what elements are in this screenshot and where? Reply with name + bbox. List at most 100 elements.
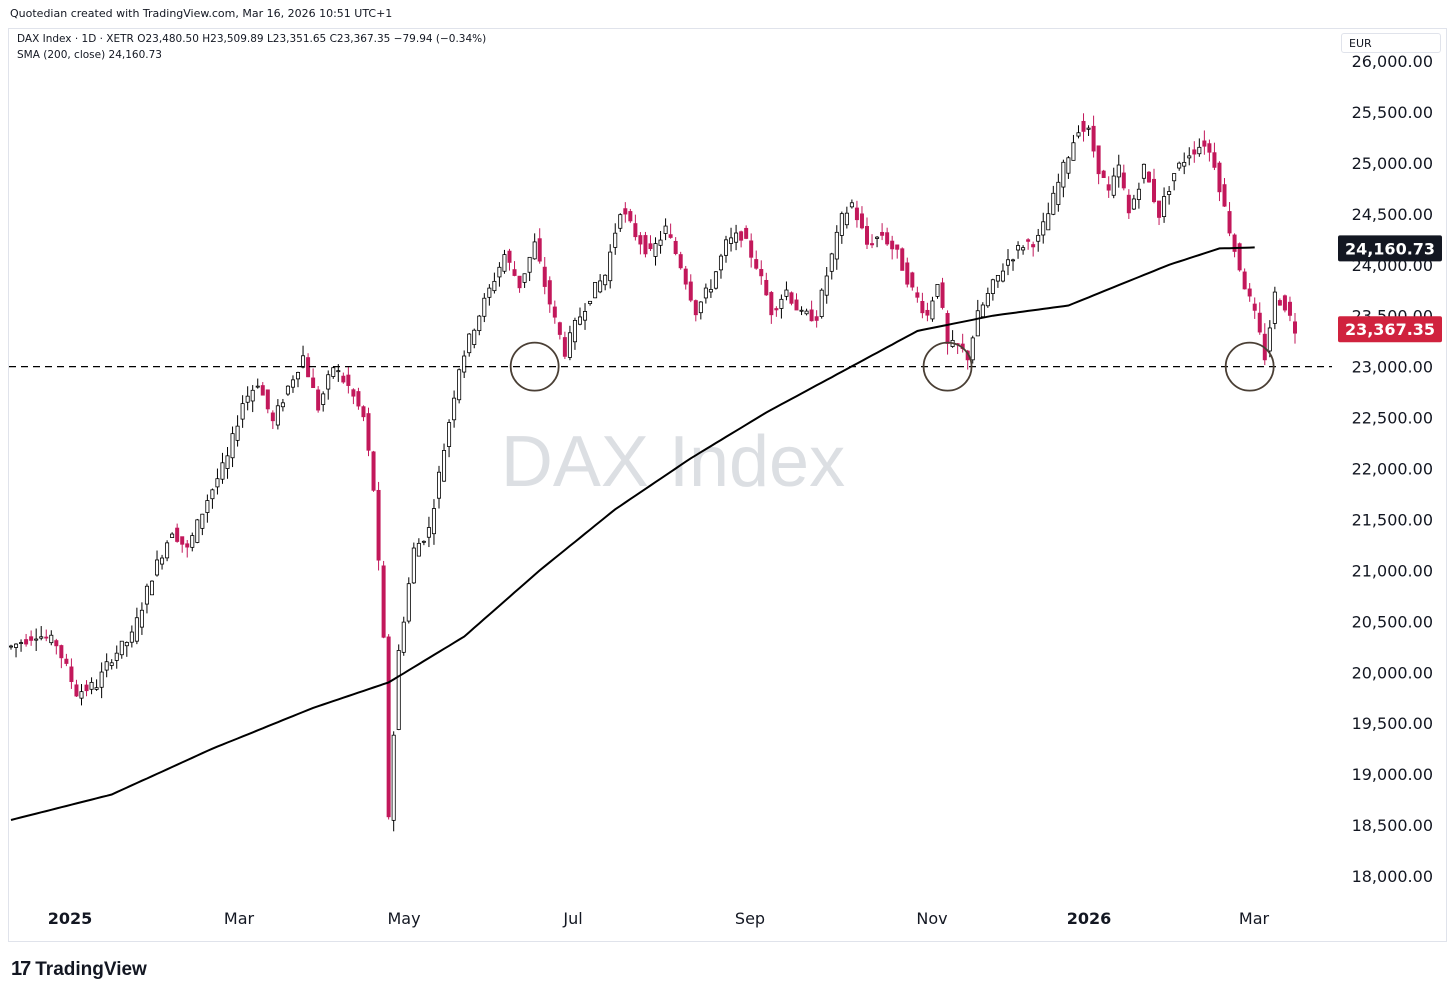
candle-body <box>205 500 210 513</box>
candle <box>1293 313 1298 344</box>
candle <box>109 659 114 670</box>
candle-body <box>109 662 114 666</box>
candle-body <box>854 207 859 221</box>
candle-body <box>94 687 99 690</box>
candle <box>1277 298 1282 306</box>
candle <box>34 628 39 652</box>
candle-body <box>930 300 935 320</box>
candle <box>673 237 678 256</box>
candle <box>658 231 663 254</box>
candle-body <box>880 231 885 236</box>
candle <box>215 468 220 495</box>
candle-body <box>980 304 985 318</box>
candle <box>245 386 250 411</box>
x-tick-label: Mar <box>1239 909 1270 928</box>
candle <box>935 284 940 299</box>
candle <box>562 331 567 360</box>
candle-body <box>890 240 895 250</box>
candle <box>160 554 165 570</box>
sma-price-badge: 24,160.73 <box>1338 235 1442 262</box>
candle <box>628 208 633 223</box>
candle-body <box>905 262 910 285</box>
candle <box>703 283 708 304</box>
candle-body <box>683 268 688 285</box>
candle <box>774 306 779 317</box>
candle-body <box>285 385 290 395</box>
candle-body <box>844 212 849 226</box>
candle <box>255 378 260 389</box>
last-price-badge-bg <box>1338 316 1442 343</box>
candle <box>1106 176 1111 198</box>
candle <box>492 272 497 294</box>
candle <box>1041 212 1046 244</box>
legend-low: L23,351.65 <box>266 33 327 45</box>
candle <box>285 385 290 396</box>
candle-body <box>583 311 588 321</box>
candle <box>1046 202 1051 231</box>
candle-body <box>834 231 839 260</box>
candle <box>552 300 557 324</box>
candle-body <box>1091 125 1096 152</box>
candle <box>185 540 190 558</box>
candle <box>985 287 990 308</box>
candle-body <box>462 355 467 373</box>
candle-body <box>260 385 265 396</box>
candle <box>386 634 391 820</box>
candle-body <box>517 275 522 289</box>
candle-body <box>809 309 814 322</box>
candle-body <box>678 254 683 269</box>
candle <box>497 262 502 287</box>
candle-body <box>39 636 44 639</box>
candle-body <box>764 279 769 296</box>
candle-body <box>1136 188 1141 200</box>
candle-body <box>653 243 658 257</box>
candle <box>54 638 59 655</box>
candle <box>275 399 280 430</box>
candle-body <box>940 282 945 308</box>
y-tick-label: 19,500.00 <box>1352 714 1433 733</box>
candle <box>693 299 698 322</box>
candle <box>995 275 1000 288</box>
candle <box>784 281 789 301</box>
chart-frame[interactable] <box>8 28 1447 942</box>
candle <box>14 643 19 658</box>
y-tick-label: 20,000.00 <box>1352 663 1433 682</box>
candle-body <box>895 244 900 250</box>
tradingview-logo[interactable]: 17 TradingView <box>11 958 147 981</box>
currency-selector[interactable]: EUR <box>1341 33 1441 53</box>
candle <box>472 328 477 349</box>
candle-body <box>210 489 215 500</box>
candle <box>557 321 562 340</box>
candle <box>537 228 542 264</box>
candle-body <box>1287 301 1292 316</box>
candle-body <box>442 450 447 482</box>
candle-body <box>1111 175 1116 196</box>
candle-body <box>613 232 618 248</box>
candle <box>270 410 275 430</box>
candle-body <box>1157 200 1162 218</box>
candle <box>356 387 361 410</box>
candle-body <box>371 451 376 491</box>
candle-body <box>341 375 346 383</box>
candle-body <box>623 208 628 215</box>
sma-price-badge-bg <box>1338 235 1442 262</box>
candle-body <box>703 287 708 299</box>
candle <box>920 292 925 319</box>
candle-body <box>1046 213 1051 231</box>
candle-body <box>633 223 638 238</box>
candle <box>170 532 175 538</box>
candle-body <box>562 337 567 357</box>
candle-body <box>406 583 411 622</box>
candle-body <box>79 691 84 699</box>
legend-sma-label[interactable]: SMA (200, close) <box>17 49 106 61</box>
candle-body <box>1192 149 1197 155</box>
candle <box>804 308 809 316</box>
candle-body <box>235 425 240 441</box>
candle-body <box>900 248 905 271</box>
candle <box>301 345 306 369</box>
candle <box>1116 154 1121 188</box>
legend-symbol[interactable]: DAX Index · 1D · XETR <box>17 33 134 45</box>
candle-body <box>190 535 195 548</box>
candle-body <box>688 281 693 301</box>
